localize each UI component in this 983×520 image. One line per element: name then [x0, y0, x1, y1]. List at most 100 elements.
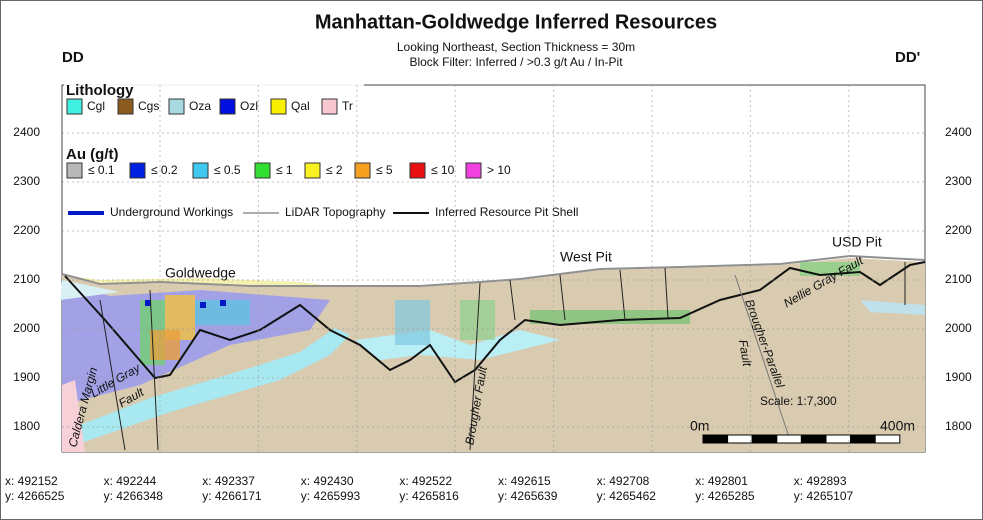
- scale-segment: [776, 434, 802, 444]
- coord-y: y: 4265639: [498, 489, 558, 503]
- y2-tick-label: 1900: [945, 370, 972, 384]
- scale-segment: [825, 434, 852, 444]
- grade-block: [200, 302, 206, 308]
- y-tick-label: 1800: [13, 419, 40, 433]
- legend-swatch: [270, 98, 287, 115]
- legend-label: LiDAR Topography: [285, 205, 386, 219]
- scale-start: 0m: [690, 418, 709, 434]
- title: Manhattan-Goldwedge Inferred Resources: [315, 11, 717, 33]
- legend-swatch: [354, 162, 371, 179]
- coord-x: x: 492615: [498, 474, 551, 488]
- y-tick-label: 2200: [13, 223, 40, 237]
- ozl-unit: [62, 282, 330, 405]
- legend-title: Lithology: [66, 82, 134, 99]
- legend-swatch: [219, 98, 236, 115]
- legend-label: > 10: [487, 163, 511, 177]
- drillhole: [559, 274, 566, 321]
- drillhole: [509, 279, 516, 321]
- legend-swatch: [192, 162, 209, 179]
- y2-tick-label: 1800: [945, 419, 972, 433]
- legend-swatch: [168, 98, 185, 115]
- annotation: Goldwedge: [165, 265, 236, 281]
- y2-tick-label: 2000: [945, 321, 972, 335]
- legend-title: Au (g/t): [66, 146, 118, 163]
- section-end-right: DD': [895, 49, 920, 66]
- scale-segment: [751, 434, 778, 444]
- y2-tick-label: 2400: [945, 125, 972, 139]
- coord-y: y: 4265816: [399, 489, 459, 503]
- legend-label: ≤ 2: [326, 163, 343, 177]
- coord-x: x: 492801: [695, 474, 748, 488]
- scale-segment: [727, 434, 753, 444]
- grade-block: [145, 300, 151, 306]
- scale-segment: [874, 434, 901, 444]
- legend-label: Inferred Resource Pit Shell: [435, 205, 578, 219]
- coord-y: y: 4265993: [301, 489, 361, 503]
- coord-x: x: 492337: [202, 474, 255, 488]
- y-tick-label: 2300: [13, 174, 40, 188]
- drillhole: [149, 289, 159, 451]
- scale-ratio: Scale: 1:7,300: [760, 394, 837, 408]
- coord-x: x: 492152: [5, 474, 58, 488]
- coord-y: y: 4265107: [794, 489, 854, 503]
- coord-y: y: 4265285: [695, 489, 755, 503]
- legend-swatch: [321, 98, 338, 115]
- y2-tick-label: 2100: [945, 272, 972, 286]
- annotation: USD Pit: [832, 234, 882, 250]
- scale-segment: [702, 434, 729, 444]
- fault: [734, 274, 791, 441]
- y-tick-label: 2400: [13, 125, 40, 139]
- legend-label: Oza: [189, 99, 211, 113]
- legend-label: ≤ 5: [376, 163, 393, 177]
- y2-tick-label: 2300: [945, 174, 972, 188]
- legend-swatch: [409, 162, 426, 179]
- coord-y: y: 4266171: [202, 489, 262, 503]
- legend-swatch: [66, 98, 83, 115]
- drillhole: [619, 269, 626, 321]
- coord-y: y: 4266348: [104, 489, 164, 503]
- y2-tick-label: 2200: [945, 223, 972, 237]
- legend-label: Qal: [291, 99, 310, 113]
- legend-label: ≤ 0.5: [214, 163, 241, 177]
- grade-blocks: [140, 262, 860, 365]
- legend-label: Tr: [342, 99, 353, 113]
- grade-block: [395, 300, 430, 345]
- annotation: Fault: [736, 339, 755, 368]
- oza-unit: [860, 300, 925, 315]
- coord-x: x: 492430: [301, 474, 354, 488]
- coord-x: x: 492893: [794, 474, 847, 488]
- scale-bar: [702, 434, 901, 444]
- legend-label: ≤ 0.1: [88, 163, 115, 177]
- legend-swatch: [465, 162, 482, 179]
- legend-label: ≤ 10: [431, 163, 455, 177]
- legend-label: Ozl: [240, 99, 258, 113]
- legend-box: [64, 204, 584, 222]
- scale-segment: [800, 434, 827, 444]
- annotation: West Pit: [560, 249, 612, 265]
- scale-end: 400m: [880, 418, 915, 434]
- section-end-left: DD: [62, 49, 84, 66]
- drillhole: [99, 299, 126, 451]
- tr-unit: [62, 380, 85, 452]
- legend-swatch: [117, 98, 134, 115]
- cgl-unit: [62, 328, 350, 450]
- legend-swatch: [129, 162, 146, 179]
- y-tick-label: 1900: [13, 370, 40, 384]
- grade-block: [150, 330, 180, 360]
- legend-box: [64, 82, 364, 118]
- coord-y: y: 4266525: [5, 489, 65, 503]
- drillhole: [664, 267, 669, 319]
- oza-unit: [60, 280, 120, 300]
- subtitle: Block Filter: Inferred / >0.3 g/t Au / I…: [409, 55, 623, 69]
- legend-swatch: [304, 162, 321, 179]
- y-tick-label: 2100: [13, 272, 40, 286]
- grade-block: [220, 300, 226, 306]
- legend-label: Underground Workings: [110, 205, 233, 219]
- coord-y: y: 4265462: [597, 489, 657, 503]
- fault: [469, 282, 481, 451]
- faults-and-drillholes: [99, 262, 906, 451]
- legend-label: Cgs: [138, 99, 159, 113]
- subtitle: Looking Northeast, Section Thickness = 3…: [397, 40, 635, 54]
